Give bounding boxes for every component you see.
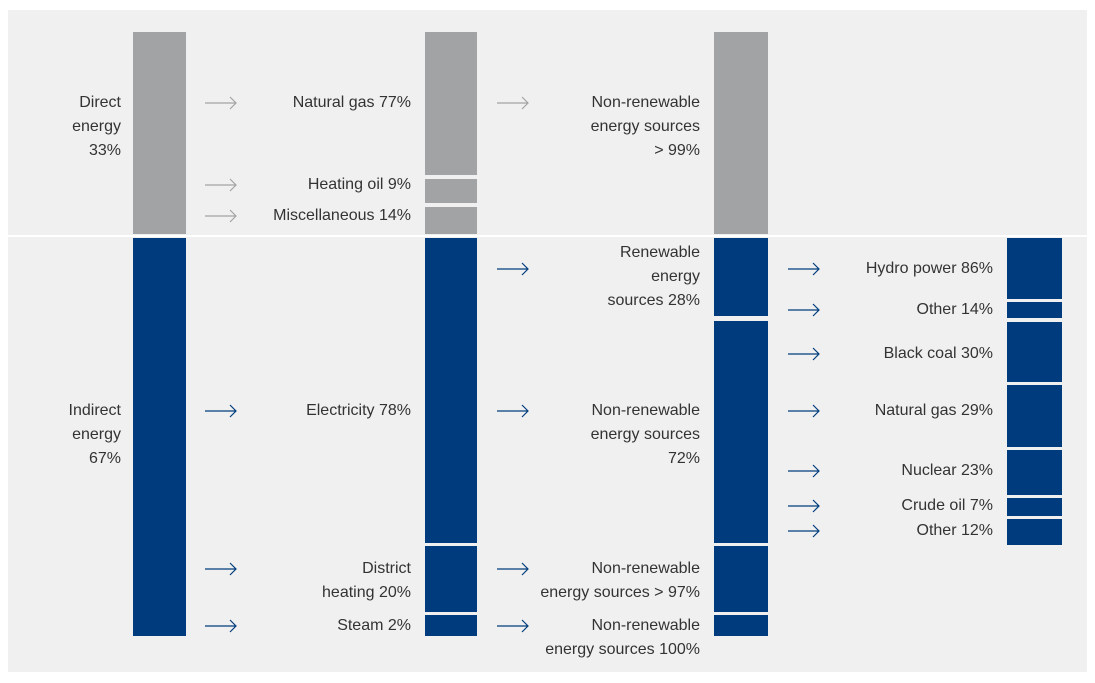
bar-segment — [425, 615, 477, 636]
bar-segment — [714, 321, 768, 543]
label-line: Indirect — [69, 402, 122, 419]
label-line: Hydro power 86% — [866, 260, 993, 277]
arrow-shape — [788, 262, 820, 276]
label-line: heating 20% — [322, 584, 411, 601]
arrow-shape — [497, 562, 529, 576]
arrow — [497, 96, 529, 110]
arrow-shape — [205, 96, 237, 110]
bar-segment — [1007, 322, 1062, 382]
label-line: Non-renewable — [591, 560, 700, 577]
arrow — [788, 404, 820, 418]
arrow — [205, 562, 237, 576]
label-line: Non-renewable — [591, 617, 700, 634]
label-line: energy sources — [591, 118, 700, 135]
arrow-shape — [788, 464, 820, 478]
arrow — [788, 524, 820, 538]
arrow — [788, 303, 820, 317]
label-line: energy sources — [591, 426, 700, 443]
arrow — [788, 262, 820, 276]
arrow — [205, 209, 237, 223]
label-line: Other 12% — [917, 522, 993, 539]
label-line: District — [362, 560, 411, 577]
bar-segment — [425, 238, 477, 543]
arrow-shape — [788, 404, 820, 418]
label-line: energy — [72, 118, 121, 135]
arrow-shape — [788, 499, 820, 513]
labels: Direct energy 33% Indirect energy 67% Natural … — [69, 94, 993, 658]
arrow — [497, 404, 529, 418]
label-line: 67% — [89, 450, 121, 467]
label-line: energy — [651, 268, 700, 285]
arrow — [788, 347, 820, 361]
bar-segment — [714, 238, 768, 316]
bar-segment — [425, 207, 477, 234]
bar-segment — [714, 546, 768, 612]
arrow — [205, 619, 237, 633]
label-line: Renewable — [620, 244, 700, 261]
label-line: 72% — [668, 450, 700, 467]
arrow — [497, 619, 529, 633]
arrow-shape — [497, 262, 529, 276]
label-line: Steam 2% — [337, 617, 411, 634]
arrow-shape — [205, 619, 237, 633]
label-line: Direct — [79, 94, 121, 111]
arrow — [205, 178, 237, 192]
label-line: Non-renewable — [591, 402, 700, 419]
arrow-shape — [205, 404, 237, 418]
label-line: Crude oil 7% — [901, 497, 993, 514]
arrow-shape — [205, 209, 237, 223]
bar-segment — [425, 179, 477, 203]
arrow-shape — [497, 96, 529, 110]
arrow — [788, 499, 820, 513]
label-line: Heating oil 9% — [308, 176, 411, 193]
bar-segment — [714, 32, 768, 234]
bar-segment — [425, 32, 477, 175]
label-line: Natural gas 77% — [293, 94, 411, 111]
label-line: Black coal 30% — [884, 345, 993, 362]
label-line: Electricity 78% — [306, 402, 411, 419]
bar-segment — [1007, 385, 1062, 447]
bar-segment — [133, 238, 186, 636]
arrow — [205, 404, 237, 418]
panel — [8, 10, 1087, 672]
arrow — [497, 262, 529, 276]
bar-segment — [1007, 498, 1062, 516]
arrow-shape — [788, 303, 820, 317]
arrow-shape — [497, 619, 529, 633]
label-line: Miscellaneous 14% — [273, 207, 411, 224]
bars — [133, 32, 1062, 636]
arrow-shape — [205, 562, 237, 576]
label-line: energy — [72, 426, 121, 443]
label-line: Non-renewable — [591, 94, 700, 111]
label-line: energy sources > 97% — [540, 584, 700, 601]
label-line: Other 14% — [917, 301, 993, 318]
arrow — [788, 464, 820, 478]
label-line: Natural gas 29% — [875, 402, 993, 419]
bar-segment — [1007, 450, 1062, 495]
bar-segment — [133, 32, 186, 234]
arrow-shape — [205, 178, 237, 192]
arrow — [205, 96, 237, 110]
arrow-shape — [497, 404, 529, 418]
arrow-shape — [788, 524, 820, 538]
bar-segment — [425, 546, 477, 612]
label-line: 33% — [89, 142, 121, 159]
arrow — [497, 562, 529, 576]
bar-segment — [1007, 519, 1062, 545]
label-line: sources 28% — [608, 292, 701, 309]
bar-segment — [1007, 302, 1062, 318]
label-line: > 99% — [654, 142, 700, 159]
bar-segment — [714, 615, 768, 636]
bar-segment — [1007, 238, 1062, 299]
label-line: Nuclear 23% — [901, 462, 993, 479]
label-line: energy sources 100% — [545, 641, 700, 658]
arrow-shape — [788, 347, 820, 361]
